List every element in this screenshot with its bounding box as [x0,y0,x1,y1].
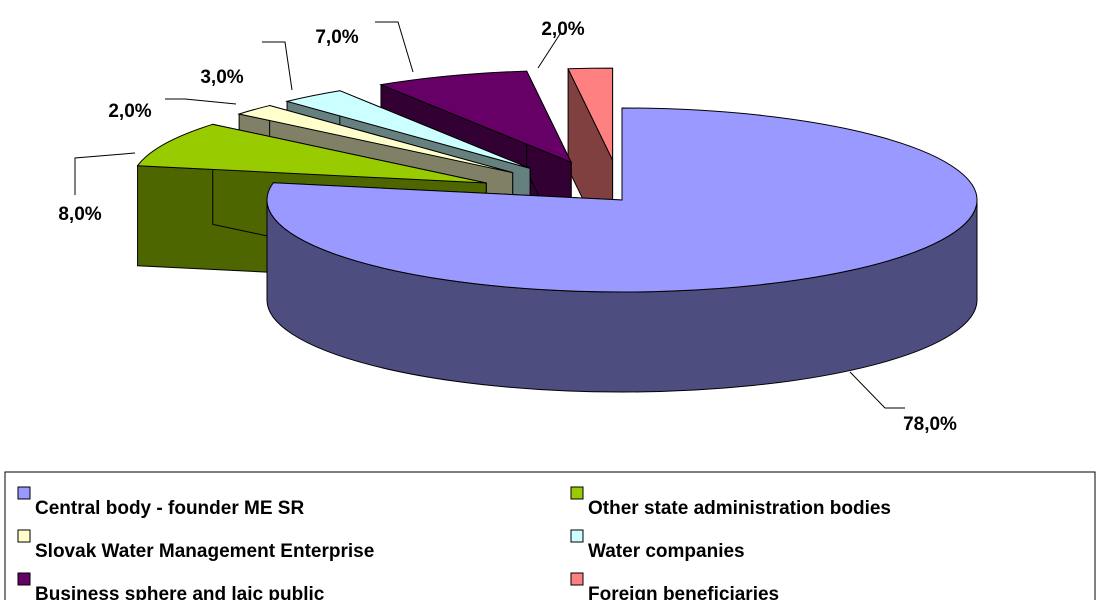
leader-lines [74,21,905,409]
slice-top [136,123,487,184]
data-label: 3,0% [200,67,243,88]
legend-label: Other state administration bodies [588,498,891,519]
legend-label: Slovak Water Management Enterprise [35,541,374,562]
legend-swatch [570,529,584,543]
legend-label: Business sphere and laic public [35,584,325,600]
data-label: 2,0% [541,19,584,40]
leader-line [262,41,293,91]
legend-swatch [570,572,584,586]
leader-line [537,33,561,69]
leader-line [165,98,237,105]
data-label: 2,0% [108,101,151,122]
legend-label: Central body - founder ME SR [35,498,304,519]
data-label: 8,0% [58,204,101,225]
legend-swatch [17,529,31,543]
legend-swatch [570,486,584,500]
legend-label: Water companies [588,541,745,562]
legend-swatch [17,572,31,586]
slice [266,107,978,393]
slice-top [237,105,513,174]
labels: 78,0% 8,0% 2,0% 3,0% 7,0% 2,0% Central body - … [17,19,957,600]
slice-top [567,67,614,161]
slice-top [379,70,573,164]
slice-top [285,90,531,169]
legend-box [4,471,1096,600]
legend-label: Foreign beneficiaries [588,584,779,600]
data-label: 7,0% [315,27,358,48]
leader-line [74,152,136,195]
data-label: 78,0% [903,414,957,435]
pie [136,67,978,393]
legend-swatch [17,486,31,500]
leader-line [375,21,414,73]
slice-top [266,107,978,293]
leader-line [849,371,905,409]
